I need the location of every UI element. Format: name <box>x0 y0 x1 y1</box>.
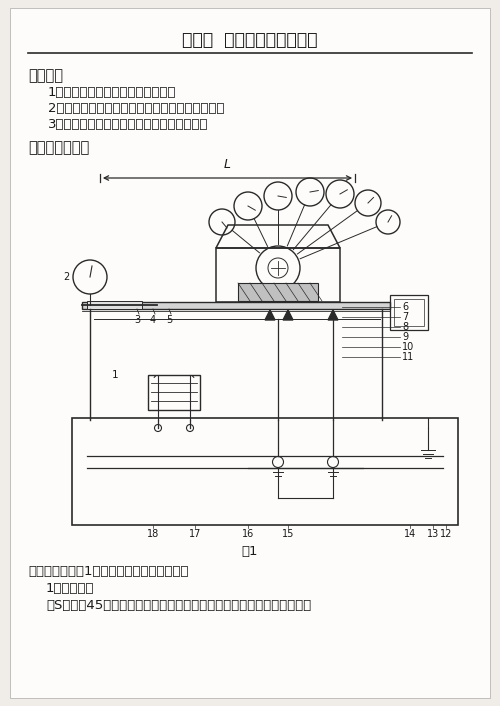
Text: 5: 5 <box>166 315 172 325</box>
Bar <box>238 283 318 301</box>
Text: 14: 14 <box>404 529 416 539</box>
Text: 1: 1 <box>112 370 118 380</box>
Text: 8: 8 <box>402 322 408 332</box>
Text: 实验四  滑动轴承实验指导书: 实验四 滑动轴承实验指导书 <box>182 31 318 49</box>
Text: 一、目的: 一、目的 <box>28 68 63 83</box>
Polygon shape <box>328 310 338 320</box>
Text: 15: 15 <box>282 529 294 539</box>
Text: 9: 9 <box>402 332 408 342</box>
Text: 12: 12 <box>440 529 452 539</box>
Text: 16: 16 <box>242 529 254 539</box>
Text: 1．观察滑动轴承的液体摩擦现象。: 1．观察滑动轴承的液体摩擦现象。 <box>48 86 176 99</box>
Text: 二、实验机简介: 二、实验机简介 <box>28 140 89 155</box>
Text: 18: 18 <box>147 529 159 539</box>
Text: 7: 7 <box>402 312 408 322</box>
Polygon shape <box>265 310 275 320</box>
Text: 3．按油压分布曲线求轴承油膜的承载能力。: 3．按油压分布曲线求轴承油膜的承载能力。 <box>48 118 208 131</box>
Text: 6: 6 <box>402 302 408 312</box>
Text: 1．轴与轴瓦: 1．轴与轴瓦 <box>46 582 94 595</box>
Text: L: L <box>224 158 231 171</box>
Text: 图1: 图1 <box>242 545 258 558</box>
Text: 2．了解摩擦系数与比压及滑动速度之间的关系。: 2．了解摩擦系数与比压及滑动速度之间的关系。 <box>48 102 224 115</box>
Bar <box>87 301 142 309</box>
Text: 试验机结构如图1所示，它包括以下几部分：: 试验机结构如图1所示，它包括以下几部分： <box>28 565 188 578</box>
Text: 2: 2 <box>64 272 70 282</box>
Bar <box>72 418 458 525</box>
Text: 轴S材料为45钢、轴颈经表面淬火、磨光，通过滚动轴承安装在支座上。: 轴S材料为45钢、轴颈经表面淬火、磨光，通过滚动轴承安装在支座上。 <box>46 599 311 612</box>
Bar <box>394 299 424 326</box>
Bar <box>82 302 390 309</box>
Polygon shape <box>283 310 293 320</box>
Text: 3: 3 <box>134 315 140 325</box>
Text: 17: 17 <box>189 529 201 539</box>
Bar <box>390 295 428 330</box>
Bar <box>148 375 200 410</box>
Text: 11: 11 <box>402 352 414 362</box>
Text: 10: 10 <box>402 342 414 352</box>
Text: 4: 4 <box>150 315 156 325</box>
Bar <box>216 248 340 302</box>
Text: 13: 13 <box>427 529 439 539</box>
